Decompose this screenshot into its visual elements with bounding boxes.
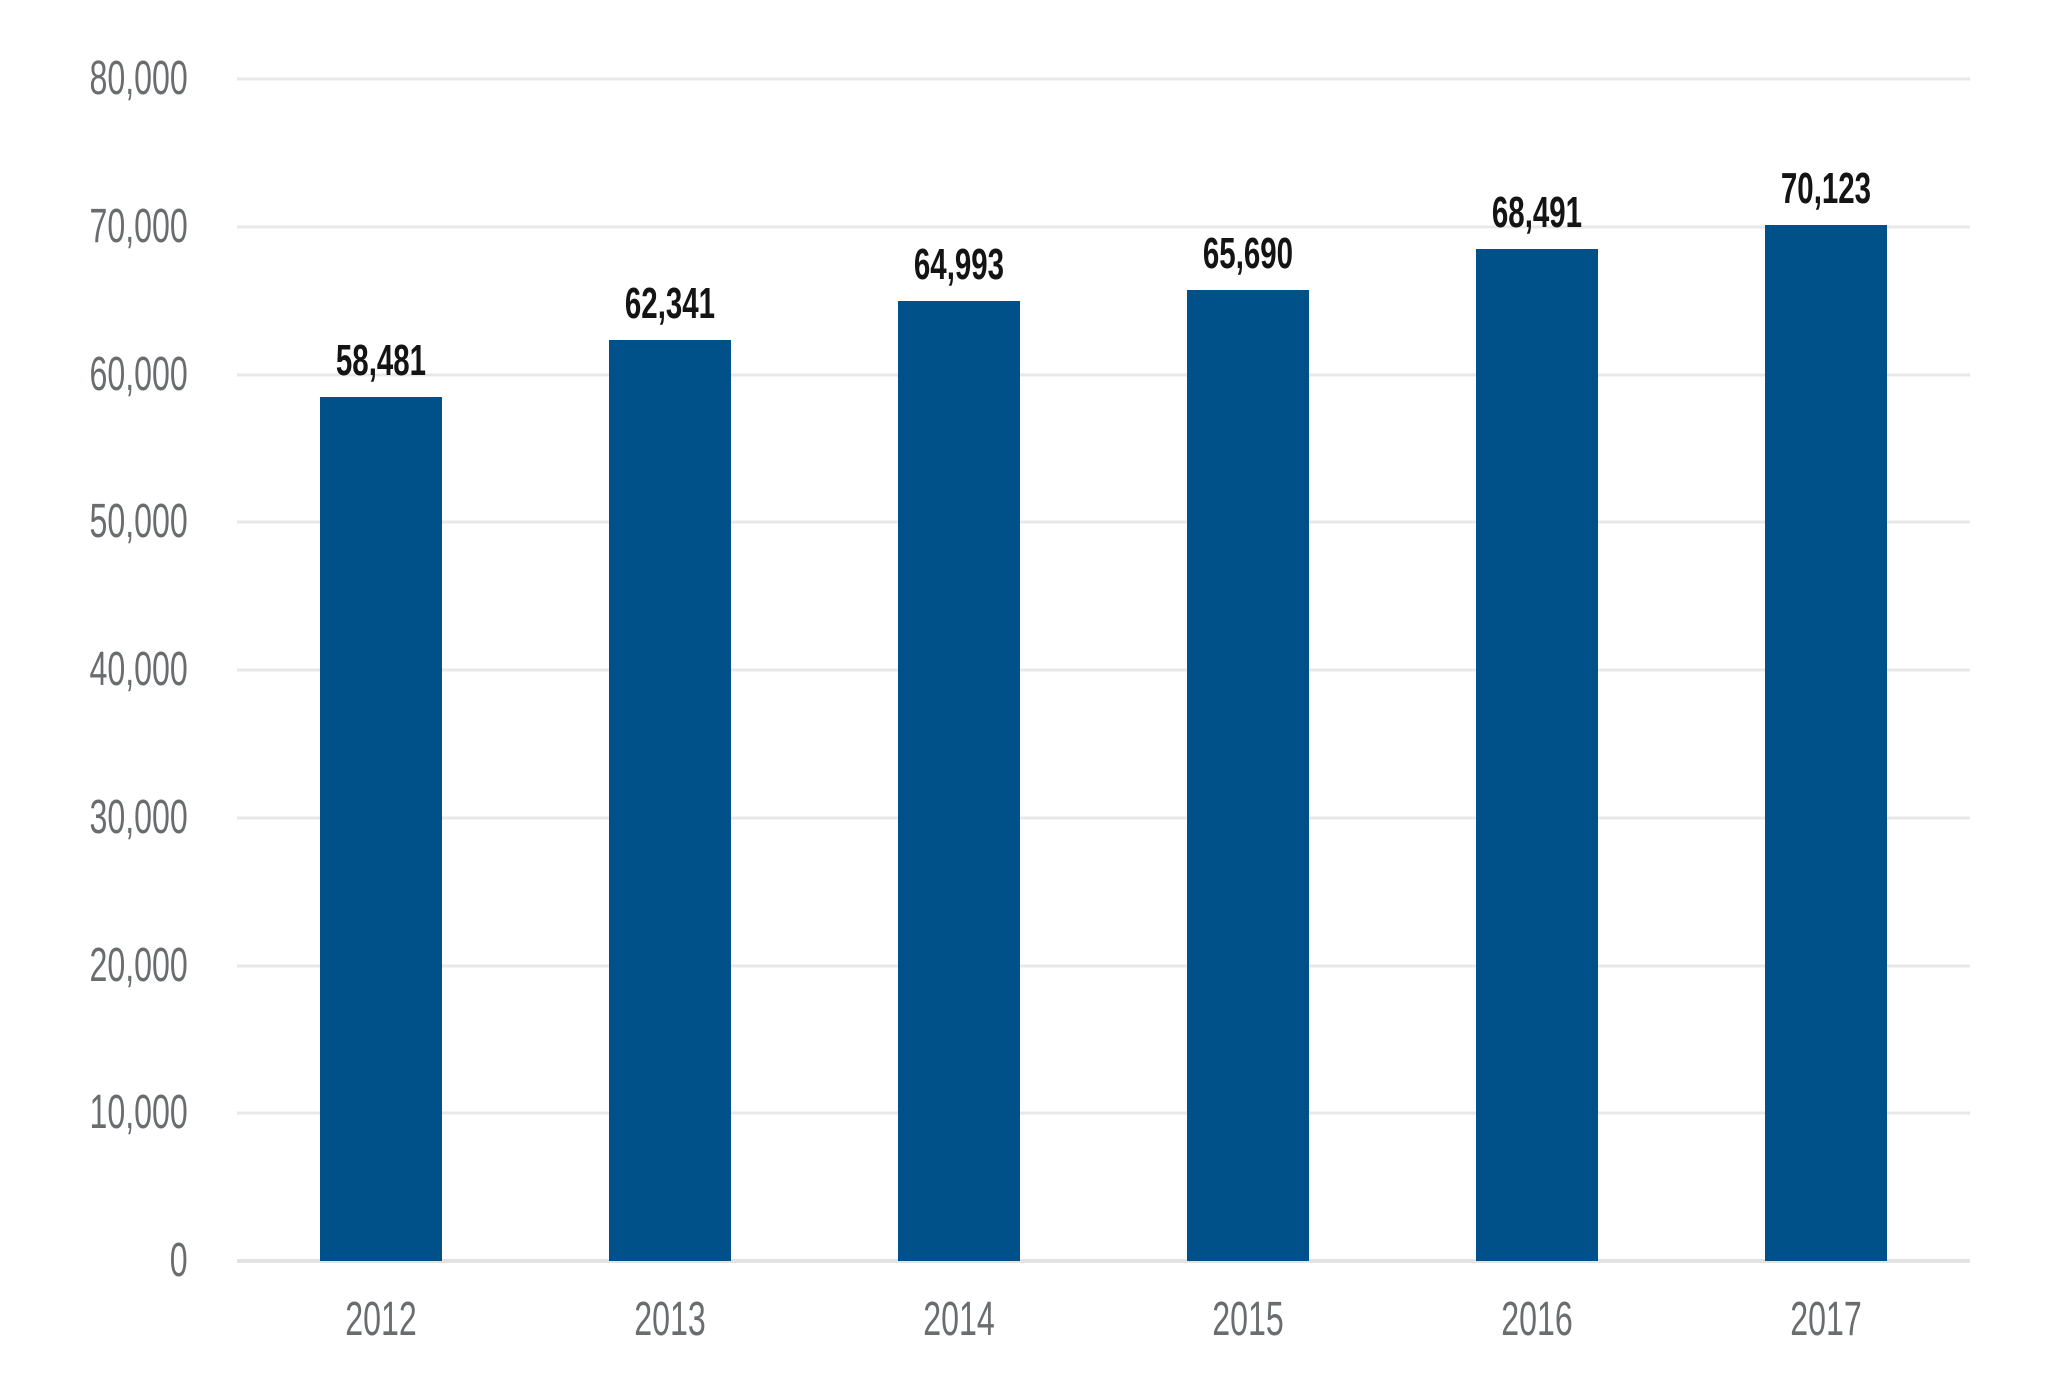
- x-axis-tick-label: 2012: [345, 1293, 418, 1346]
- y-axis-tick-label: 10,000: [89, 1086, 188, 1140]
- bar-value-label: 58,481: [336, 335, 427, 385]
- y-axis-tick-label: 50,000: [89, 495, 188, 549]
- bar-2014: [898, 300, 1021, 1261]
- y-axis-tick-label: 20,000: [89, 938, 188, 992]
- bar-value-label: 70,123: [1780, 163, 1871, 213]
- gridline: [237, 1111, 1970, 1115]
- y-axis-tick-label: 0: [170, 1234, 188, 1287]
- bar-value-label: 64,993: [913, 239, 1005, 289]
- y-axis-tick-label: 80,000: [89, 52, 188, 105]
- y-axis-tick-label: 70,000: [89, 199, 188, 253]
- x-axis-tick-label: 2013: [634, 1293, 707, 1346]
- bar-2015: [1186, 290, 1309, 1261]
- bar-value-label: 68,491: [1491, 188, 1582, 238]
- x-axis-tick-label: 2015: [1212, 1293, 1284, 1346]
- gridline: [237, 668, 1970, 672]
- gridline: [237, 225, 1970, 229]
- x-axis-line: [237, 1259, 1970, 1263]
- gridline: [237, 816, 1970, 820]
- y-axis-tick-label: 60,000: [89, 347, 188, 401]
- bar-2017: [1764, 224, 1887, 1261]
- gridline: [237, 373, 1970, 376]
- x-axis-tick-label: 2014: [923, 1293, 995, 1346]
- bar-2013: [609, 339, 732, 1261]
- bar-value-label: 65,690: [1202, 229, 1293, 279]
- x-axis-tick-label: 2017: [1789, 1293, 1862, 1346]
- gridline: [237, 964, 1970, 967]
- gridline: [237, 520, 1970, 524]
- gridline: [237, 77, 1970, 81]
- x-axis-tick-label: 2016: [1500, 1293, 1573, 1346]
- y-axis-tick-label: 40,000: [89, 643, 188, 696]
- plot-area: 58,481 62,341 64,993 65,690 68,491 70,123: [237, 77, 1970, 1263]
- bar-value-label: 62,341: [625, 278, 716, 328]
- bar-2016: [1475, 249, 1598, 1261]
- bar-2012: [320, 396, 443, 1261]
- y-axis-tick-label: 30,000: [89, 790, 188, 844]
